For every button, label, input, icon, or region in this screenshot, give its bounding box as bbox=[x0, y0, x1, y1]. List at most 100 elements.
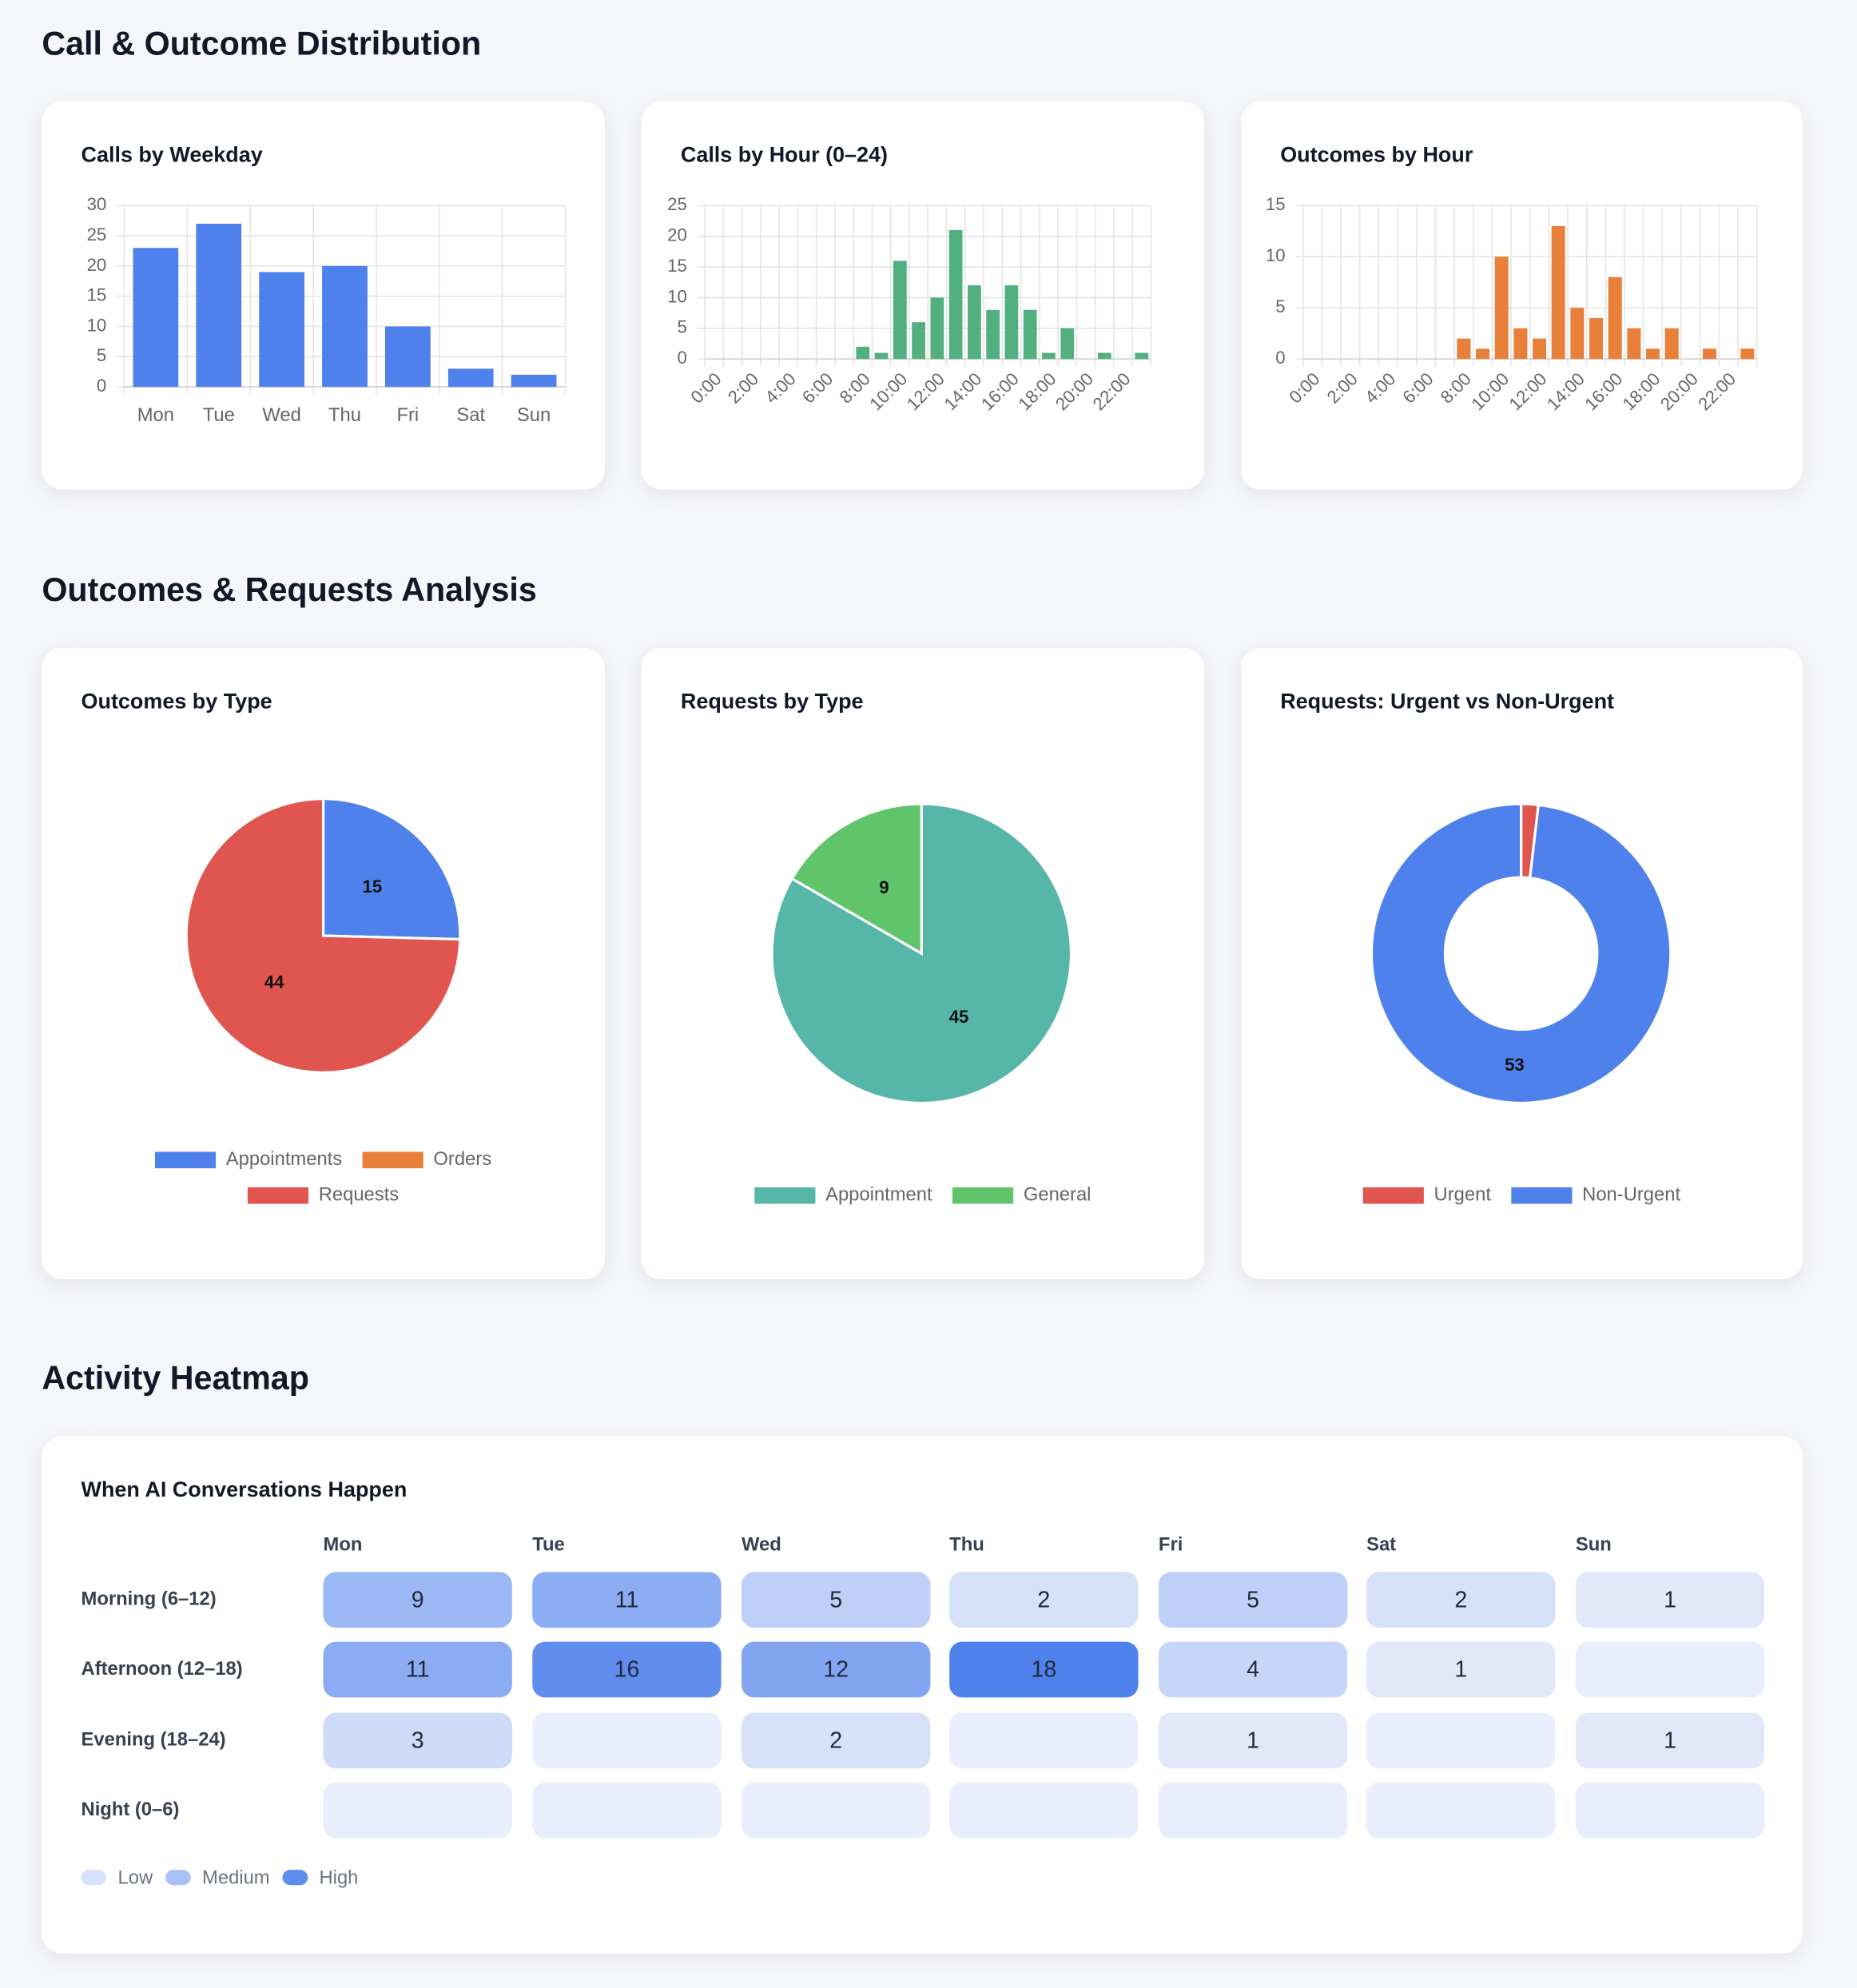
card bbox=[1241, 101, 1803, 490]
heatmap-cell-empty bbox=[1366, 1782, 1556, 1839]
y-tick-label: 10 bbox=[667, 286, 687, 306]
bar bbox=[1135, 352, 1149, 360]
x-tick-label: Tue bbox=[203, 404, 235, 426]
bar bbox=[1646, 348, 1660, 360]
heatmap-cell bbox=[1575, 1572, 1765, 1628]
bar bbox=[1004, 285, 1019, 360]
heatmap-cell bbox=[323, 1641, 512, 1698]
y-tick-label: 10 bbox=[87, 315, 107, 335]
heatmap-value: 1 bbox=[1664, 1587, 1676, 1612]
y-tick-label: 5 bbox=[1275, 296, 1285, 316]
heatmap-value: 18 bbox=[1031, 1657, 1056, 1683]
y-tick-label: 0 bbox=[677, 348, 686, 368]
heatmap-value: 9 bbox=[412, 1587, 424, 1612]
bar bbox=[511, 375, 557, 388]
row-label: Night (0–6) bbox=[82, 1799, 180, 1820]
slice bbox=[321, 797, 462, 941]
heatmap-value: 1 bbox=[1664, 1728, 1676, 1753]
heatmap-value: 16 bbox=[614, 1657, 640, 1683]
y-tick-label: 25 bbox=[87, 225, 107, 245]
bar bbox=[1533, 338, 1547, 360]
bar bbox=[1042, 352, 1056, 360]
heatmap-value: 1 bbox=[1454, 1657, 1467, 1683]
slice-label: 15 bbox=[363, 877, 383, 897]
bar bbox=[1570, 308, 1585, 360]
slice-label: 44 bbox=[264, 972, 284, 992]
heatmap-cell bbox=[742, 1572, 931, 1628]
card-title: Calls by Weekday bbox=[82, 143, 263, 167]
bar bbox=[1740, 348, 1755, 360]
card-title: Outcomes by Type bbox=[82, 689, 272, 713]
legend-item: Requests bbox=[247, 1184, 400, 1206]
heatmap-cell-empty bbox=[949, 1782, 1139, 1839]
section-title: Activity Heatmap bbox=[42, 1360, 309, 1397]
heatmap-value: 5 bbox=[829, 1587, 842, 1612]
heatmap-value: 3 bbox=[412, 1728, 424, 1753]
heatmap-cell bbox=[742, 1712, 931, 1769]
legend-item: Appointments bbox=[154, 1148, 343, 1170]
legend-swatch bbox=[165, 1870, 191, 1886]
x-tick-label: Mon bbox=[137, 404, 174, 426]
bar bbox=[856, 346, 870, 360]
heatmap-cell-empty bbox=[949, 1712, 1139, 1769]
legend-label: High bbox=[319, 1867, 358, 1889]
heatmap-cell bbox=[532, 1641, 722, 1698]
bar bbox=[1627, 328, 1641, 360]
legend-label: Non-Urgent bbox=[1582, 1184, 1680, 1206]
y-tick-label: 5 bbox=[97, 345, 106, 365]
y-tick-label: 5 bbox=[677, 317, 686, 337]
heatmap-cell bbox=[949, 1572, 1139, 1628]
y-tick-label: 0 bbox=[97, 376, 106, 396]
heatmap-cell-empty bbox=[532, 1782, 722, 1839]
legend-label: General bbox=[1024, 1184, 1092, 1206]
card-title: Outcomes by Hour bbox=[1280, 143, 1473, 167]
legend-swatch bbox=[247, 1187, 309, 1204]
heatmap-cell-empty bbox=[323, 1782, 512, 1839]
heatmap-cell-empty bbox=[1575, 1782, 1765, 1839]
bar bbox=[1060, 328, 1075, 360]
heatmap-cell bbox=[1158, 1641, 1348, 1698]
y-tick-label: 25 bbox=[667, 194, 687, 214]
heatmap-cell bbox=[1366, 1572, 1556, 1628]
heatmap-cell bbox=[1575, 1712, 1765, 1769]
heatmap-value: 2 bbox=[829, 1728, 842, 1753]
heatmap-value: 1 bbox=[1247, 1728, 1259, 1753]
column-header: Fri bbox=[1159, 1533, 1183, 1555]
legend-swatch bbox=[754, 1187, 816, 1204]
bar bbox=[1513, 328, 1528, 360]
bar bbox=[1703, 348, 1717, 360]
column-header: Mon bbox=[324, 1533, 363, 1555]
heatmap-cell-empty bbox=[1575, 1641, 1765, 1698]
y-tick-label: 30 bbox=[87, 194, 107, 214]
section-title: Outcomes & Requests Analysis bbox=[42, 571, 536, 608]
heatmap-cell bbox=[323, 1572, 512, 1628]
column-header: Sat bbox=[1366, 1533, 1396, 1555]
heatmap-cell bbox=[1366, 1641, 1556, 1698]
y-tick-label: 20 bbox=[87, 255, 107, 275]
bar bbox=[912, 322, 925, 360]
legend-label: Urgent bbox=[1434, 1184, 1492, 1206]
bar bbox=[1023, 309, 1037, 360]
heatmap-cell bbox=[532, 1572, 722, 1628]
heatmap-cell bbox=[1158, 1572, 1348, 1628]
bar bbox=[384, 326, 431, 388]
legend-label: Requests bbox=[319, 1184, 400, 1206]
heatmap-value: 11 bbox=[406, 1657, 430, 1683]
bar bbox=[259, 272, 305, 388]
card-title: Requests: Urgent vs Non-Urgent bbox=[1280, 689, 1614, 713]
bar bbox=[133, 248, 179, 388]
slice bbox=[789, 802, 923, 956]
heatmap-cell bbox=[1158, 1712, 1348, 1769]
legend-label: Appointments bbox=[226, 1148, 343, 1170]
bar bbox=[1494, 256, 1509, 360]
bar bbox=[1608, 276, 1622, 360]
section-title: Call & Outcome Distribution bbox=[42, 25, 481, 62]
heatmap-cell bbox=[742, 1641, 931, 1698]
slice-label: 53 bbox=[1505, 1055, 1525, 1075]
row-label: Morning (6–12) bbox=[82, 1588, 217, 1610]
column-header: Wed bbox=[742, 1533, 781, 1555]
bar bbox=[948, 230, 963, 360]
card bbox=[1241, 647, 1803, 1279]
heatmap-value: 11 bbox=[615, 1587, 639, 1612]
y-tick-label: 10 bbox=[1266, 245, 1286, 265]
